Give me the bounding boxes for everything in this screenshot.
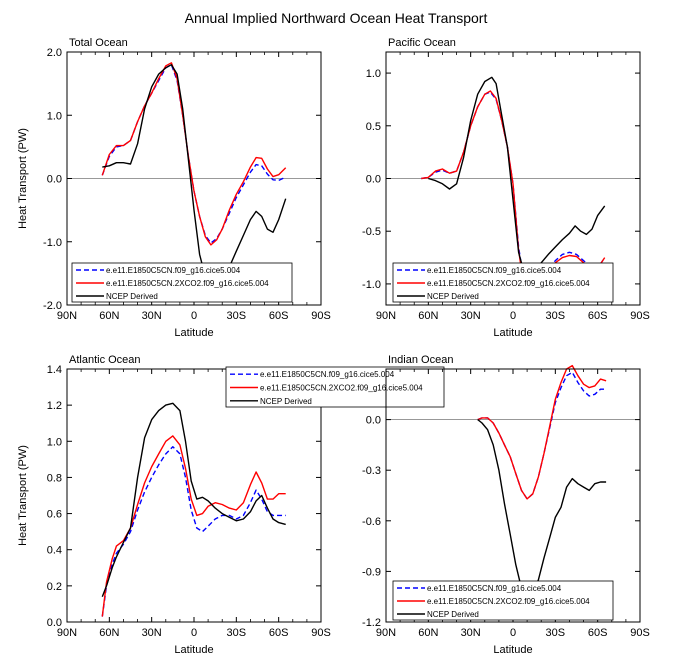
indian-ocean-legend-box <box>392 580 614 621</box>
total-ocean-series-1-line <box>101 63 286 244</box>
total-ocean-x-tick-label: 90N <box>57 310 77 322</box>
atlantic-ocean-x-tick-label: 60N <box>99 627 119 639</box>
indian-ocean-y-tick-label: -0.9 <box>362 566 381 578</box>
total-ocean-legend: e.e11.E1850C5CN.f09_g16.cice5.004 e.e11.E… <box>71 262 293 303</box>
indian-ocean-panel: 90N 60N 30N 0 30S 60S 90S -1.2 -0.9 -0.6 -0.3 0.0 In… <box>362 354 650 656</box>
pacific-ocean-panel: 90N 60N 30N 0 30S 60S 90S -1.0 -0.5 0.0 0.5 1.0 Paci… <box>362 37 650 339</box>
indian-ocean-x-axis-label: Latitude <box>493 644 532 656</box>
atlantic-ocean-legend-label-3: NCEP Derived <box>260 397 312 406</box>
pacific-ocean-x-tick-label: 90N <box>376 310 396 322</box>
indian-ocean-legend-label-3: NCEP Derived <box>427 610 479 619</box>
atlantic-ocean-y-tick-label: 1.2 <box>47 400 62 412</box>
atlantic-ocean-y-tick-label: 0.4 <box>47 545 62 557</box>
total-ocean-x-tick-label: 60N <box>99 310 119 322</box>
indian-ocean-y-tick-label: -1.2 <box>362 617 381 629</box>
indian-ocean-x-tick-label: 60S <box>588 627 608 639</box>
atlantic-ocean-x-tick-label: 30N <box>142 627 162 639</box>
total-ocean-legend-label-2: e.e11.E1850C5CN.2XCO2.f09_g16.cice5.004 <box>106 279 269 288</box>
total-ocean-x-tick-label: 90S <box>311 310 331 322</box>
total-ocean-title: Total Ocean <box>69 37 128 49</box>
pacific-ocean-y-tick-label: -0.5 <box>362 226 381 238</box>
atlantic-ocean-x-tick-label: 90S <box>311 627 331 639</box>
figure-title: Annual Implied Northward Ocean Heat Tran… <box>185 10 488 26</box>
indian-ocean-x-tick-label: 30S <box>546 627 566 639</box>
indian-ocean-title: Indian Ocean <box>388 354 453 366</box>
atlantic-ocean-y-tick-label: 0.2 <box>47 581 62 593</box>
indian-ocean-series-3-line <box>477 419 607 600</box>
pacific-ocean-y-tick-label: -1.0 <box>362 279 381 291</box>
pacific-ocean-x-tick-label: 30S <box>546 310 566 322</box>
atlantic-ocean-legend: e.e11.E1850C5CN.f09_g16.cice5.004 e.e11.E… <box>225 366 445 408</box>
indian-ocean-legend-label-2: e.e11.E1850C5CN.2XCO2.f09_g16.cice5.004 <box>427 597 590 606</box>
indian-ocean-legend: e.e11.E1850C5CN.f09_g16.cice5.004 e.e11.E… <box>392 580 614 621</box>
indian-ocean-x-tick-label: 90S <box>630 627 650 639</box>
total-ocean-legend-label-3: NCEP Derived <box>106 292 158 301</box>
total-ocean-y-tick-label: -2.0 <box>43 300 62 312</box>
total-ocean-y-tick-label: 0.0 <box>47 174 62 186</box>
atlantic-ocean-series-2-line <box>101 435 286 617</box>
total-ocean-x-tick-label: 60S <box>269 310 289 322</box>
atlantic-ocean-panel: 90N 60N 30N 0 30S 60S 90S 0.0 0.2 0.4 0.6 0.8 1.0 1.2… <box>17 354 445 656</box>
total-ocean-x-tick-label: 30N <box>142 310 162 322</box>
indian-ocean-y-tick-label: -0.3 <box>362 465 381 477</box>
indian-ocean-series-2-line <box>477 364 607 500</box>
pacific-ocean-y-tick-label: 0.5 <box>366 121 381 133</box>
total-ocean-x-axis-label: Latitude <box>174 327 213 339</box>
pacific-ocean-legend-label-1: e.e11.E1850C5CN.f09_g16.cice5.004 <box>427 266 562 275</box>
atlantic-ocean-legend-box <box>225 366 445 408</box>
atlantic-ocean-x-tick-label: 60S <box>269 627 289 639</box>
indian-ocean-x-tick-label: 30N <box>461 627 481 639</box>
indian-ocean-x-tick-label: 0 <box>510 627 516 639</box>
indian-ocean-y-tick-label: -0.6 <box>362 516 381 528</box>
indian-ocean-series-1-line <box>477 371 607 500</box>
total-ocean-y-axis-label: Heat Transport (PW) <box>17 128 29 229</box>
total-ocean-y-tick-label: -1.0 <box>43 237 62 249</box>
total-ocean-x-tick-label: 30S <box>227 310 247 322</box>
total-ocean-panel: 90N 60N 30N 0 30S 60S 90S -2.0 -1.0 0.0 1.0 2.0 Tota… <box>17 37 331 339</box>
total-ocean-y-tick-label: 2.0 <box>47 47 62 59</box>
total-ocean-x-tick-label: 0 <box>191 310 197 322</box>
pacific-ocean-legend-label-2: e.e11.E1850C5CN.2XCO2.f09_g16.cice5.004 <box>427 279 590 288</box>
pacific-ocean-x-tick-label: 30N <box>461 310 481 322</box>
pacific-ocean-y-tick-label: 1.0 <box>366 68 381 80</box>
pacific-ocean-x-tick-label: 60S <box>588 310 608 322</box>
atlantic-ocean-series-1-line <box>101 446 286 617</box>
pacific-ocean-x-tick-label: 0 <box>510 310 516 322</box>
pacific-ocean-x-tick-label: 60N <box>418 310 438 322</box>
total-ocean-series-3-line <box>102 63 287 288</box>
atlantic-ocean-y-tick-label: 0.8 <box>47 472 62 484</box>
pacific-ocean-legend-label-3: NCEP Derived <box>427 292 479 301</box>
pacific-ocean-series-2-line <box>421 90 606 299</box>
atlantic-ocean-y-tick-label: 1.0 <box>47 436 62 448</box>
indian-ocean-x-tick-label: 60N <box>418 627 438 639</box>
indian-ocean-legend-label-1: e.e11.E1850C5CN.f09_g16.cice5.004 <box>427 584 562 593</box>
atlantic-ocean-series-3-line <box>101 402 286 597</box>
total-ocean-series-2-line <box>101 62 287 246</box>
atlantic-ocean-y-axis-label: Heat Transport (PW) <box>17 445 29 546</box>
pacific-ocean-x-axis-label: Latitude <box>493 327 532 339</box>
atlantic-ocean-x-tick-label: 90N <box>57 627 77 639</box>
atlantic-ocean-title: Atlantic Ocean <box>69 354 141 366</box>
atlantic-ocean-x-tick-label: 30S <box>227 627 247 639</box>
pacific-ocean-legend: e.e11.E1850C5CN.f09_g16.cice5.004 e.e11.E… <box>392 262 614 303</box>
atlantic-ocean-y-tick-label: 0.0 <box>47 617 62 629</box>
total-ocean-legend-label-1: e.e11.E1850C5CN.f09_g16.cice5.004 <box>106 266 241 275</box>
indian-ocean-x-tick-label: 90N <box>376 627 396 639</box>
total-ocean-y-tick-label: 1.0 <box>47 110 62 122</box>
pacific-ocean-legend-box <box>392 262 614 303</box>
total-ocean-legend-box <box>71 262 293 303</box>
pacific-ocean-y-tick-label: 0.0 <box>366 174 381 186</box>
atlantic-ocean-legend-label-2: e.e11.E1850C5CN.2XCO2.f09_g16.cice5.004 <box>260 384 423 393</box>
pacific-ocean-series-3-line <box>428 76 606 280</box>
pacific-ocean-title: Pacific Ocean <box>388 37 456 49</box>
atlantic-ocean-x-tick-label: 0 <box>191 627 197 639</box>
atlantic-ocean-y-tick-label: 1.4 <box>47 364 62 376</box>
atlantic-ocean-x-axis-label: Latitude <box>174 644 213 656</box>
atlantic-ocean-y-tick-label: 0.6 <box>47 509 62 521</box>
pacific-ocean-x-tick-label: 90S <box>630 310 650 322</box>
indian-ocean-y-tick-label: 0.0 <box>366 415 381 427</box>
atlantic-ocean-legend-label-1: e.e11.E1850C5CN.f09_g16.cice5.004 <box>260 370 395 379</box>
